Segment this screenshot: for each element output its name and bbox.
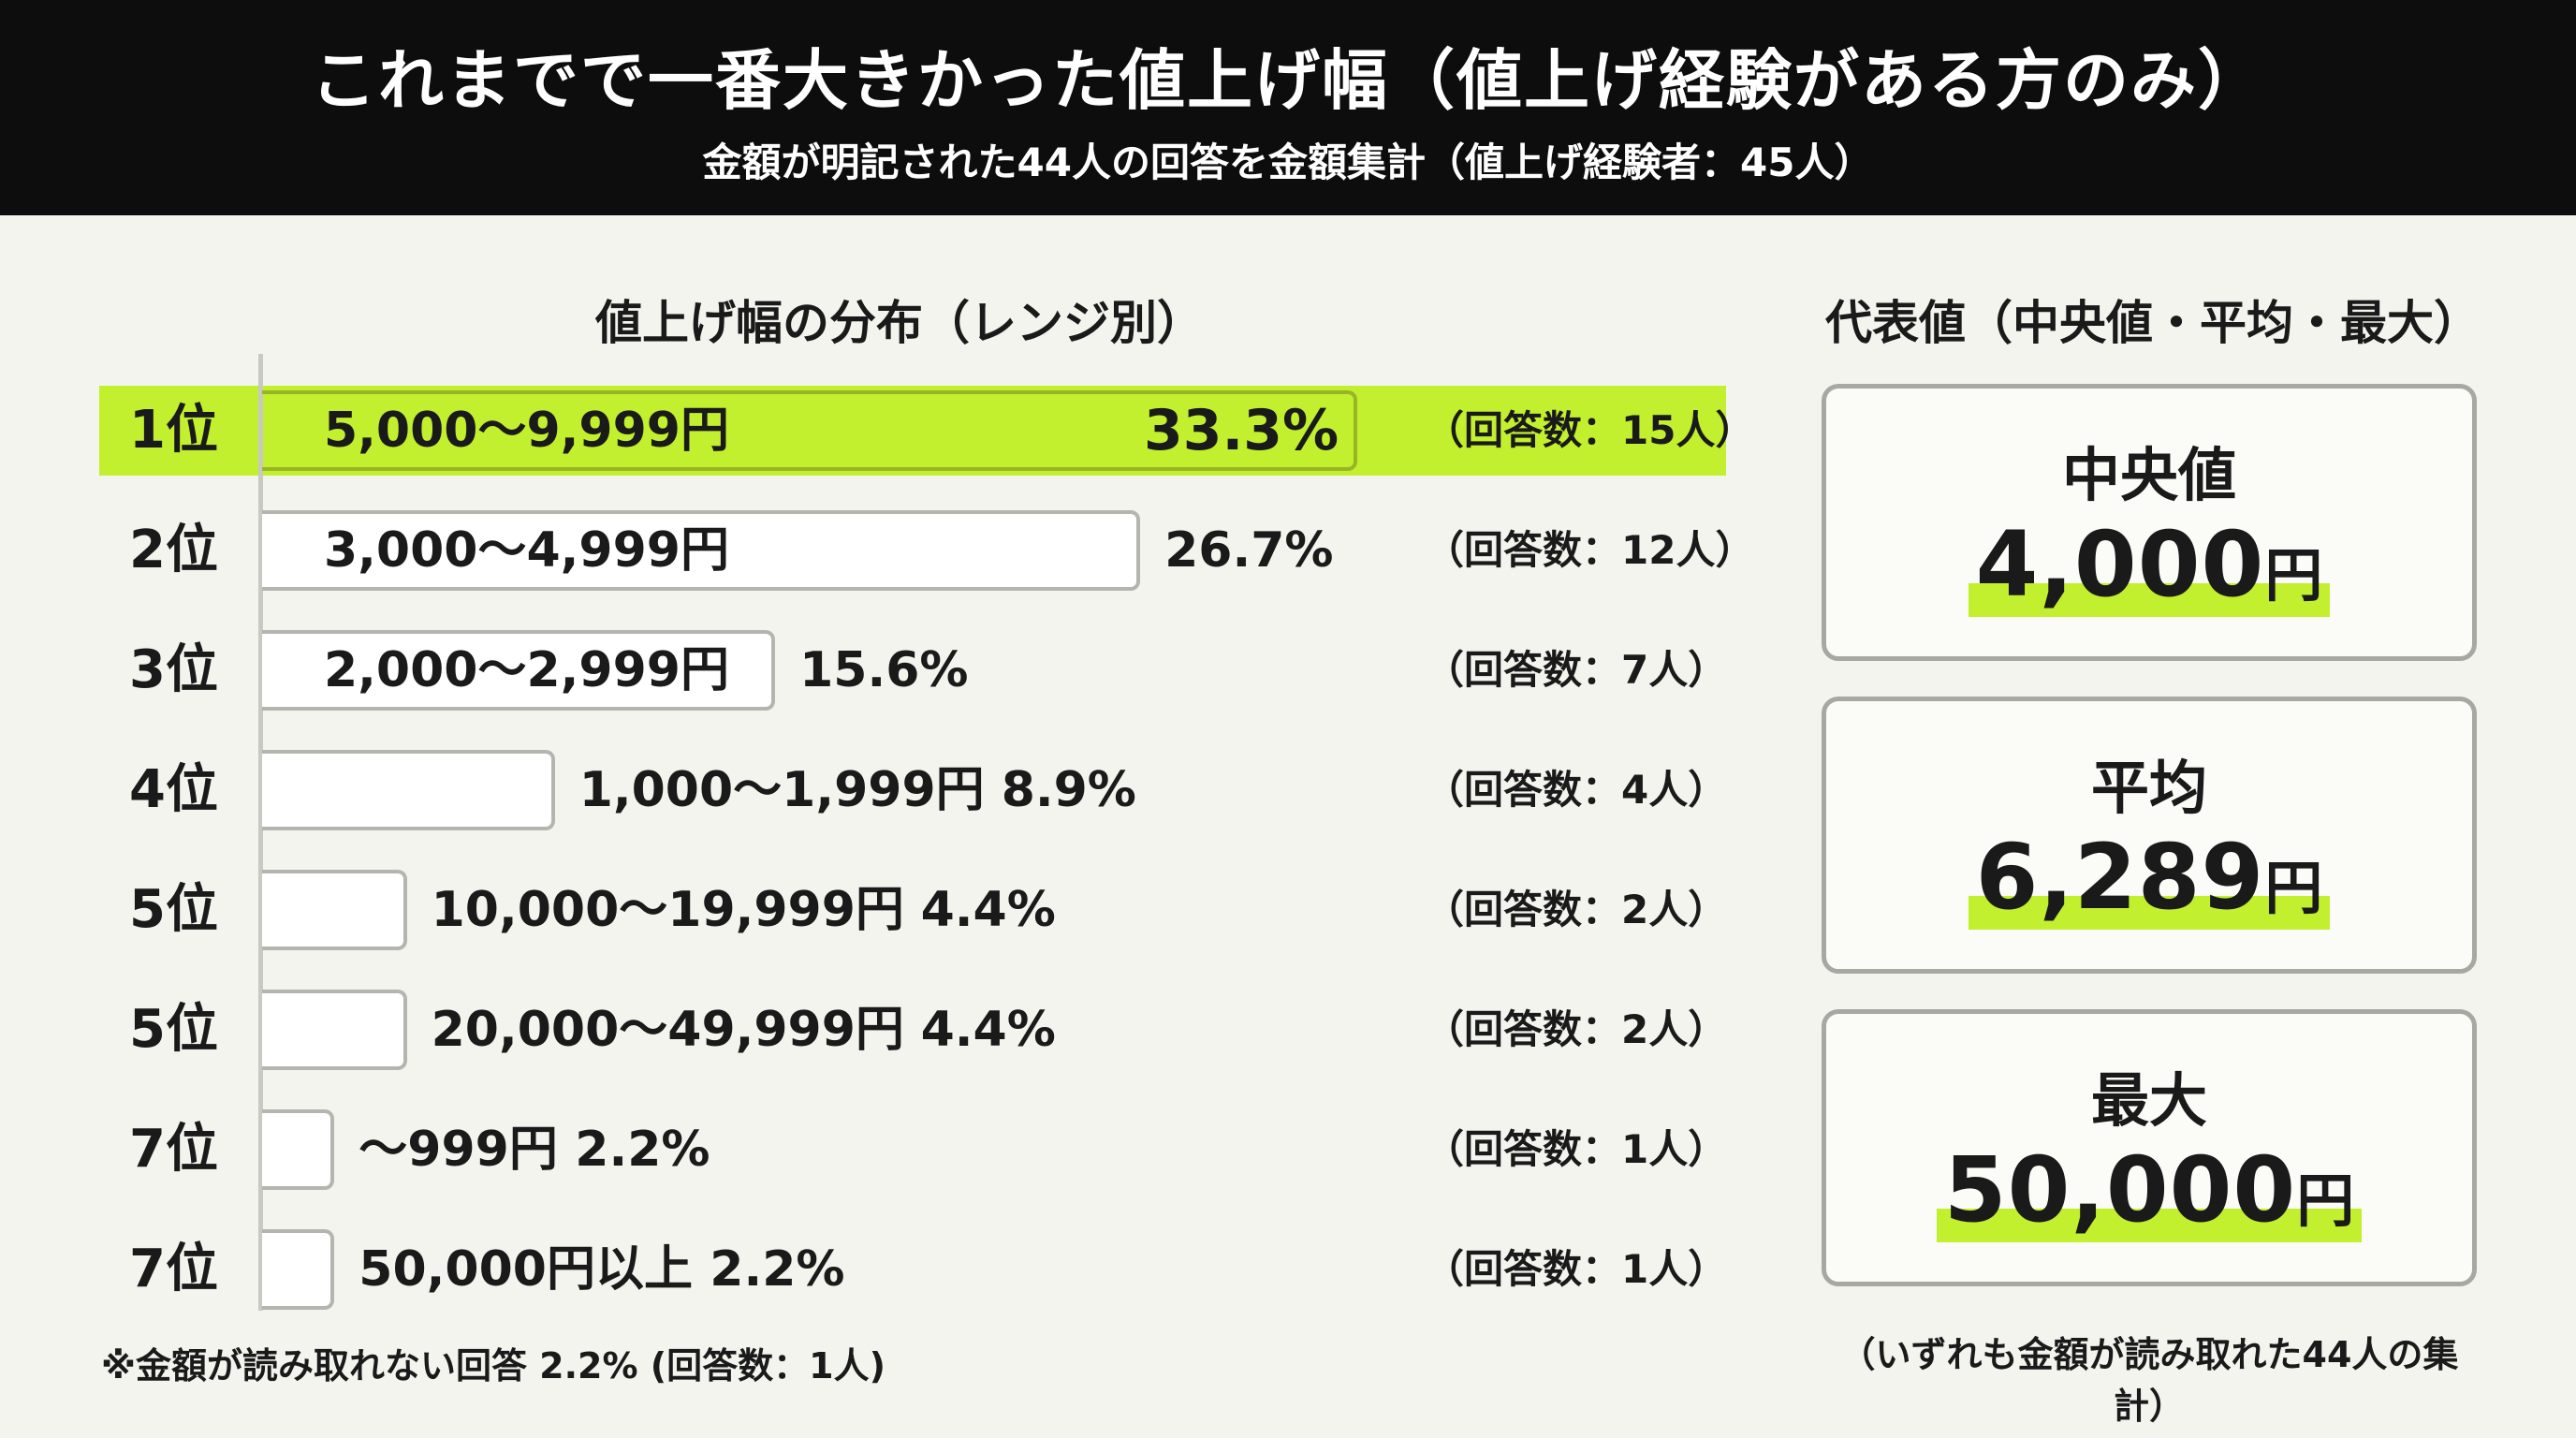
chart-title: 値上げ幅の分布（レンジ別）	[595, 296, 1204, 350]
stats-note: （いずれも金額が読み取れた44人の集計）	[1839, 1334, 2459, 1427]
data-label: 26.7%	[1164, 522, 1334, 579]
footnote: ※金額が読み取れない回答 2.2% (回答数：1人)	[101, 1345, 886, 1387]
category-label: 3,000〜4,999円	[324, 522, 729, 579]
stat-card-average: 平均 6,289円	[1822, 697, 2477, 974]
count-label: （回答数：7人）	[1425, 647, 1728, 693]
rank-label: 2位	[129, 520, 218, 580]
data-label: 8.9%	[1001, 762, 1136, 818]
rank-label: 1位	[129, 400, 218, 461]
category-label: 20,000〜49,999円	[431, 1002, 904, 1058]
category-label: 10,000〜19,999円	[431, 882, 904, 938]
stat-card-median: 中央値 4,000円	[1822, 384, 2477, 661]
data-label: 33.3%	[1144, 398, 1339, 463]
bar	[262, 870, 407, 950]
category-label: 5,000〜9,999円	[324, 403, 729, 459]
stat-card-value: 50,000円	[1826, 1137, 2472, 1242]
category-label: 1,000〜1,999円	[578, 762, 985, 818]
count-label: （回答数：1人）	[1425, 1126, 1728, 1172]
rank-label: 3位	[129, 639, 218, 700]
count-label: （回答数：4人）	[1425, 767, 1728, 813]
rank-label: 5位	[129, 879, 218, 940]
category-label: 50,000円以上	[359, 1241, 693, 1298]
stat-card-label: 平均	[2090, 754, 2207, 822]
top-rank-highlight	[99, 386, 1726, 476]
page-subtitle: 金額が明記された44人の回答を金額集計（値上げ経験者：45人）	[702, 139, 1874, 185]
stat-value-number: 4,000	[1975, 512, 2265, 617]
category-label: 2,000〜2,999円	[324, 642, 729, 698]
stats-title: 代表値（中央値・平均・最大）	[1825, 296, 2481, 350]
chart-axis	[258, 354, 263, 1311]
count-label: （回答数：2人）	[1425, 1006, 1728, 1052]
bar	[262, 750, 555, 830]
count-label: （回答数：15人）	[1425, 407, 1755, 453]
count-label: （回答数：12人）	[1425, 527, 1755, 573]
data-label: 2.2%	[575, 1122, 710, 1178]
stat-value-number: 50,000	[1943, 1137, 2297, 1242]
data-label: 2.2%	[710, 1241, 845, 1298]
header: これまでで一番大きかった値上げ幅（値上げ経験がある方のみ） 金額が明記された44…	[0, 0, 2576, 215]
data-label: 4.4%	[920, 1002, 1056, 1058]
rank-label: 4位	[129, 759, 218, 820]
data-label: 4.4%	[920, 882, 1056, 938]
stat-card-value: 6,289円	[1826, 825, 2472, 930]
data-label: 15.6%	[799, 642, 969, 698]
category-label: 〜999円	[359, 1122, 558, 1178]
stat-card-max: 最大 50,000円	[1822, 1009, 2477, 1286]
stat-value-unit: 円	[2264, 541, 2323, 609]
bar	[262, 1229, 335, 1310]
bar	[262, 990, 407, 1070]
rank-label: 7位	[129, 1239, 218, 1299]
stat-value-unit: 円	[2296, 1167, 2355, 1235]
bar	[262, 510, 1141, 591]
count-label: （回答数：2人）	[1425, 887, 1728, 932]
bar	[262, 630, 776, 711]
rank-label: 7位	[129, 1119, 218, 1180]
count-label: （回答数：1人）	[1425, 1246, 1728, 1292]
stat-value-number: 6,289	[1975, 825, 2265, 930]
page-title: これまでで一番大きかった値上げ幅（値上げ経験がある方のみ）	[311, 42, 2265, 119]
stat-card-label: 中央値	[2061, 441, 2236, 509]
bar	[262, 390, 1357, 471]
stat-card-label: 最大	[2090, 1066, 2207, 1135]
rank-label: 5位	[129, 999, 218, 1060]
stat-card-value: 4,000円	[1826, 512, 2472, 617]
bar	[262, 1109, 335, 1190]
stat-value-unit: 円	[2264, 854, 2323, 922]
